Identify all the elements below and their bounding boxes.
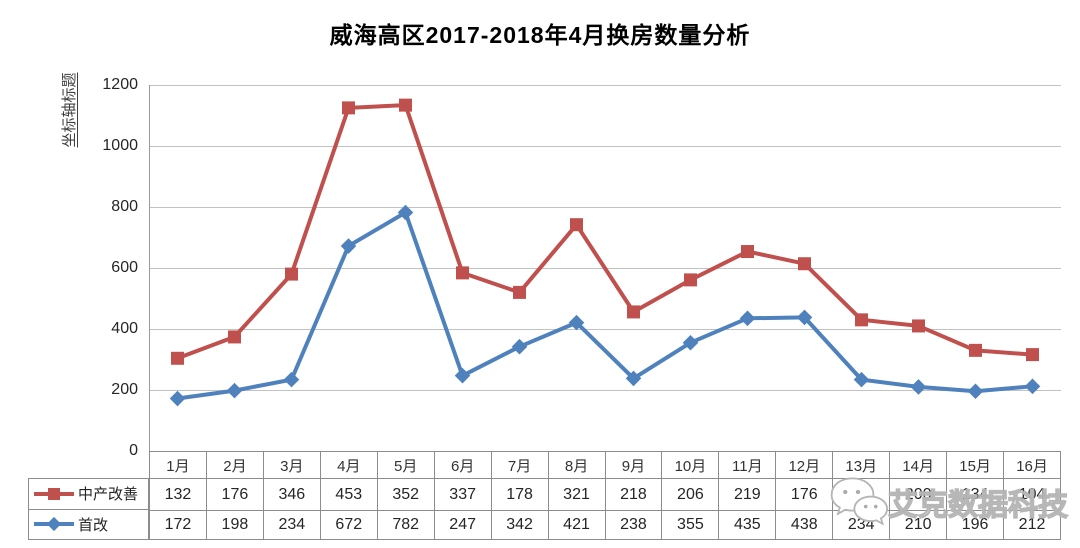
table-month-header-row: 1月 2月 3月 4月 5月 6月 7月 8月 9月 10月 11月 12月 13月 14月 15月 16月 — [149, 451, 1061, 478]
value-cell-shougai: 234 — [833, 511, 891, 539]
y-tick-label: 800 — [111, 198, 138, 215]
value-cell-shougai: 782 — [378, 511, 435, 539]
data-point-square — [285, 267, 298, 281]
data-point-square — [741, 245, 754, 259]
blue-diamond-series-marker-icon — [34, 516, 74, 532]
data-point-diamond — [283, 371, 300, 388]
month-header-cell: 5月 — [378, 452, 435, 478]
chart-title: 威海高区2017-2018年4月换房数量分析 — [329, 22, 751, 48]
month-header-cell: 4月 — [321, 452, 378, 478]
data-point-square — [912, 319, 925, 333]
month-header-cell: 3月 — [264, 452, 321, 478]
value-cell-zhongchangaishan: 219 — [719, 479, 777, 510]
value-cell-shougai: 435 — [719, 511, 777, 539]
value-cell-zhongchangaishan: 321 — [549, 479, 606, 510]
value-cell-shougai: 247 — [435, 511, 492, 539]
legend-item-shougai: 首改 — [29, 508, 148, 540]
month-header-cell: 11月 — [719, 452, 777, 478]
value-cell-shougai: 198 — [207, 511, 264, 539]
value-cell-zhongchangaishan: 453 — [321, 479, 378, 510]
month-header-cell: 12月 — [776, 452, 834, 478]
data-point-square — [171, 351, 184, 365]
y-tick-label: 600 — [111, 259, 138, 276]
value-cell-shougai: 355 — [662, 511, 720, 539]
data-point-square — [513, 285, 526, 299]
data-point-square — [627, 305, 640, 319]
data-point-square — [855, 313, 868, 327]
y-tick-label: 400 — [111, 320, 138, 337]
data-point-diamond — [340, 238, 357, 254]
value-cell-zhongchangaishan: 178 — [492, 479, 549, 510]
value-cell-zhongchangaishan: 218 — [606, 479, 663, 510]
series-line-0 — [176, 103, 1033, 361]
data-point-square — [342, 101, 355, 115]
data-point-square — [456, 266, 469, 280]
month-header-cell: 9月 — [606, 452, 663, 478]
table-row-shougai: 172 198 234 672 782 247 342 421 238 355 435 438 234 2… — [149, 510, 1061, 540]
value-cell-zhongchangaishan: 176 — [207, 479, 264, 510]
data-point-square — [399, 98, 412, 112]
y-tick-label: 200 — [111, 381, 138, 398]
data-point-square — [228, 330, 241, 344]
legend: 中产改善 首改 — [28, 478, 149, 540]
y-tick-label: 1000 — [102, 137, 138, 154]
series-line-1 — [177, 210, 1033, 401]
table-row-zhongchangaishan: 132 176 346 453 352 337 178 321 218 206 219 176 196 2… — [149, 478, 1061, 510]
value-cell-zhongchangaishan: 176 — [776, 479, 834, 510]
month-header-cell: 7月 — [492, 452, 549, 478]
month-header-cell: 15月 — [947, 452, 1005, 478]
data-point-diamond — [910, 379, 927, 395]
value-cell-shougai: 234 — [264, 511, 321, 539]
value-cell-zhongchangaishan: 134 — [947, 479, 1005, 510]
value-cell-shougai: 672 — [321, 511, 378, 539]
value-cell-shougai: 421 — [549, 511, 606, 539]
month-header-cell: 2月 — [207, 452, 264, 478]
month-header-cell: 8月 — [549, 452, 606, 478]
y-tick-label: 0 — [129, 442, 138, 459]
data-point-diamond — [454, 367, 471, 384]
data-point-diamond — [739, 310, 756, 327]
month-header-cell: 1月 — [150, 452, 207, 478]
month-header-cell: 16月 — [1004, 452, 1061, 478]
data-point-square — [969, 343, 982, 357]
value-cell-zhongchangaishan: 346 — [264, 479, 321, 510]
data-point-square — [1026, 348, 1039, 362]
data-point-diamond — [967, 383, 984, 399]
value-cell-zhongchangaishan: 132 — [150, 479, 207, 510]
value-cell-shougai: 210 — [890, 511, 948, 539]
plot-area — [149, 85, 1061, 452]
data-point-square — [684, 273, 697, 287]
value-cell-zhongchangaishan: 104 — [1004, 479, 1061, 510]
data-point-square — [570, 218, 583, 232]
red-square-series-marker-icon — [34, 486, 74, 502]
y-tick-label: 1200 — [102, 76, 138, 93]
value-cell-shougai: 438 — [776, 511, 834, 539]
data-point-diamond — [1024, 378, 1041, 395]
data-point-diamond — [226, 382, 243, 399]
value-cell-shougai: 196 — [947, 511, 1005, 539]
data-point-square — [798, 257, 811, 271]
month-header-cell: 10月 — [662, 452, 720, 478]
value-cell-shougai: 342 — [492, 511, 549, 539]
month-header-cell: 14月 — [890, 452, 948, 478]
value-cell-zhongchangaishan: 196 — [833, 479, 891, 510]
legend-label: 中产改善 — [78, 486, 139, 504]
month-header-cell: 6月 — [435, 452, 492, 478]
value-cell-shougai: 238 — [606, 511, 663, 539]
value-cell-zhongchangaishan: 200 — [890, 479, 948, 510]
value-cell-shougai: 172 — [150, 511, 207, 539]
value-cell-zhongchangaishan: 337 — [435, 479, 492, 510]
value-cell-zhongchangaishan: 206 — [662, 479, 720, 510]
value-cell-shougai: 212 — [1004, 511, 1061, 539]
value-cell-zhongchangaishan: 352 — [378, 479, 435, 510]
legend-label: 首改 — [78, 516, 109, 534]
data-point-diamond — [511, 338, 528, 355]
month-header-cell: 13月 — [833, 452, 891, 478]
data-point-diamond — [169, 390, 186, 407]
legend-item-zhongchangaishan: 中产改善 — [29, 479, 148, 509]
